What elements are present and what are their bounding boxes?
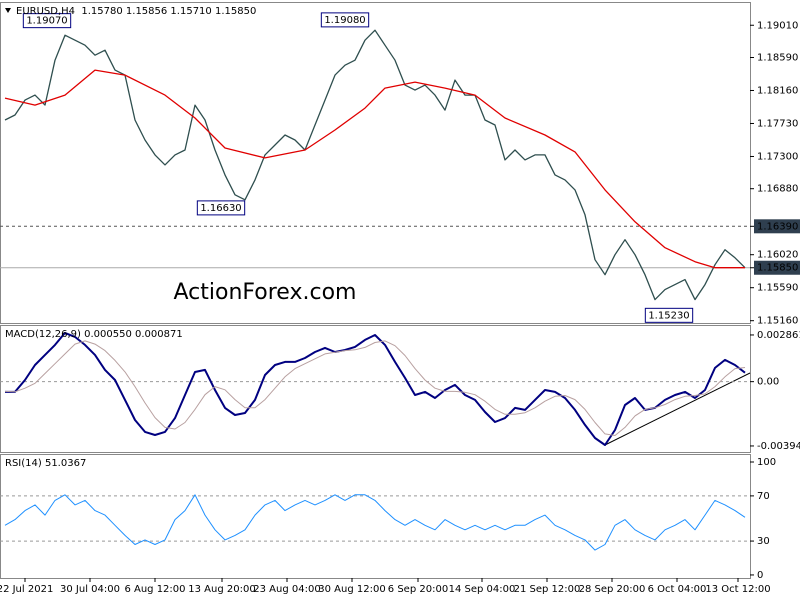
x-tick-label: 30 Jul 04:00	[60, 584, 120, 595]
x-tick-label: 21 Sep 12:00	[514, 584, 581, 595]
y-tick-label: 100	[757, 457, 776, 468]
series-line	[4, 494, 746, 551]
main-panel	[0, 2, 751, 324]
annotation-box	[196, 200, 246, 216]
y-tick-label: 1.15160	[757, 316, 798, 327]
panel-title: RSI(14) 51.0367	[5, 458, 86, 469]
y-tick-label: 1.19010	[757, 20, 798, 31]
y-tick-label: 1.15850	[757, 263, 798, 274]
y-tick-label: -0.00394	[757, 441, 800, 452]
y-tick-label: 1.18590	[757, 52, 798, 63]
annotation-box	[644, 307, 694, 323]
watermark: ActionForex.com	[174, 280, 357, 305]
y-tick-label: 0.00	[757, 377, 779, 388]
x-tick-label: 13 Oct 12:00	[705, 584, 770, 595]
y-tick-label: 1.18160	[757, 85, 798, 96]
y-tick-label: 1.16880	[757, 184, 798, 195]
price-label-bg	[754, 219, 800, 234]
panel-title: MACD(12,26,9) 0.000550 0.000871	[5, 329, 183, 340]
y-tick-label: 1.16020	[757, 250, 798, 261]
y-tick-label: 1.17300	[757, 151, 798, 162]
panel-title: EURUSD,H4 1.15780 1.15856 1.15710 1.1585…	[16, 6, 256, 17]
price-label-bg	[754, 260, 800, 275]
series-line	[4, 340, 746, 436]
x-tick-label: 6 Sep 20:00	[388, 584, 448, 595]
rsi-panel	[0, 454, 751, 579]
x-tick-label: 23 Aug 04:00	[253, 584, 320, 595]
x-tick-label: 6 Aug 12:00	[124, 584, 185, 595]
x-tick-label: 6 Oct 04:00	[648, 584, 707, 595]
trend-line	[604, 372, 751, 446]
price-annotation: 1.19080	[324, 15, 365, 26]
y-tick-label: 1.15590	[757, 283, 798, 294]
y-tick-label: 1.17730	[757, 118, 798, 129]
price-annotation: 1.15230	[648, 310, 689, 321]
y-tick-label: 30	[757, 536, 770, 547]
menu-triangle	[5, 8, 11, 13]
x-tick-label: 13 Aug 20:00	[188, 584, 255, 595]
annotation-box	[22, 13, 72, 29]
price-annotation: 1.19070	[26, 16, 67, 27]
y-tick-label: 0.002861	[757, 330, 800, 341]
y-tick-label: 70	[757, 491, 770, 502]
price-annotation: 1.16630	[200, 203, 241, 214]
macd-panel	[0, 325, 751, 453]
x-tick-label: 14 Sep 04:00	[449, 584, 516, 595]
series-line	[5, 331, 746, 446]
x-tick-label: 30 Aug 12:00	[318, 584, 385, 595]
annotation-box	[320, 12, 370, 28]
series-line	[4, 29, 746, 301]
x-tick-label: 28 Sep 20:00	[579, 584, 646, 595]
series-line	[4, 69, 745, 269]
y-tick-label: 0	[757, 570, 763, 581]
x-tick-label: 22 Jul 2021	[0, 584, 53, 595]
y-tick-label: 1.16390	[757, 221, 798, 232]
